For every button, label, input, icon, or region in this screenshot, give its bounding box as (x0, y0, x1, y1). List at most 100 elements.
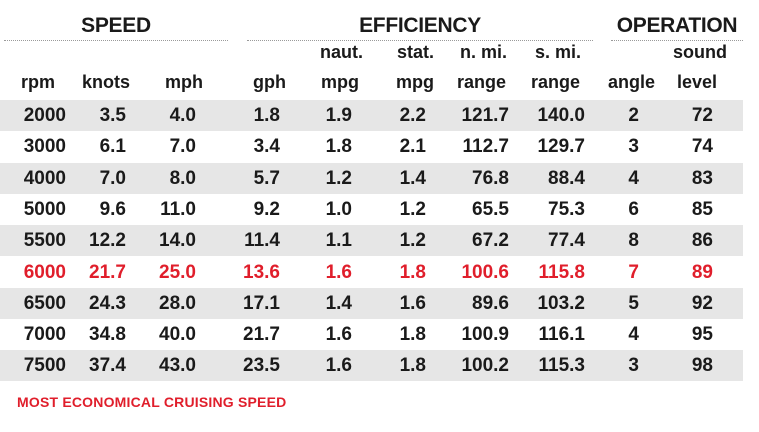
table-row: 3000 6.1 7.0 3.4 1.8 2.1 112.7 129.7 3 74 (0, 131, 743, 162)
cell-stat-mpg: 1.8 (399, 355, 426, 377)
cell-smi-range: 116.1 (538, 324, 586, 346)
cell-mph: 25.0 (159, 261, 196, 283)
group-heading-speed: SPEED (4, 10, 228, 41)
header-stat-mpg-bottom: mpg (396, 72, 434, 92)
cell-nmi-range: 100.2 (461, 355, 509, 377)
cell-angle: 6 (628, 198, 639, 220)
cell-angle: 2 (628, 105, 639, 126)
cell-knots: 24.3 (89, 292, 126, 314)
cell-rpm: 6500 (23, 292, 66, 314)
cell-knots: 37.4 (89, 355, 126, 377)
cell-sound: 95 (691, 324, 713, 346)
cell-naut-mpg: 1.2 (325, 167, 352, 189)
cell-mph: 40.0 (159, 324, 196, 346)
cell-smi-range: 115.3 (538, 355, 586, 377)
cell-knots: 34.8 (89, 324, 126, 346)
cell-rpm: 2000 (23, 105, 66, 126)
cell-mph: 28.0 (159, 292, 196, 314)
cell-stat-mpg: 1.4 (399, 167, 426, 189)
table-row: 4000 7.0 8.0 5.7 1.2 1.4 76.8 88.4 4 83 (0, 162, 743, 194)
cell-naut-mpg: 1.9 (325, 105, 352, 126)
cell-stat-mpg: 1.8 (399, 261, 426, 283)
cell-nmi-range: 121.7 (461, 105, 509, 126)
cell-angle: 4 (628, 324, 639, 346)
cell-naut-mpg: 1.6 (325, 261, 352, 283)
cell-sound: 85 (691, 198, 713, 220)
table-row: 7000 34.8 40.0 21.7 1.6 1.8 100.9 116.1 4 95 (0, 319, 743, 350)
cell-knots: 21.7 (89, 261, 126, 283)
cell-mph: 43.0 (159, 355, 196, 377)
cell-gph: 21.7 (243, 324, 280, 346)
cell-gph: 9.2 (253, 198, 280, 220)
cell-angle: 4 (628, 167, 639, 189)
footnote-most-economical: MOST ECONOMICAL CRUISING SPEED (17, 394, 287, 410)
table-row: 7500 37.4 43.0 23.5 1.6 1.8 100.2 115.3 3 98 (0, 350, 743, 382)
cell-sound: 86 (691, 230, 713, 252)
header-stat-mpg-top: stat. (397, 42, 435, 62)
cell-rpm: 5000 (23, 198, 66, 220)
cell-smi-range: 77.4 (548, 230, 585, 252)
header-smi-range-bottom: range (531, 72, 581, 92)
cell-gph: 13.6 (243, 261, 280, 283)
cell-nmi-range: 67.2 (472, 230, 509, 252)
cell-gph: 17.1 (243, 292, 280, 314)
header-naut-mpg-bottom: mpg (321, 72, 359, 92)
cell-sound: 83 (691, 167, 713, 189)
cell-naut-mpg: 1.8 (325, 136, 352, 158)
cell-rpm: 3000 (23, 136, 66, 158)
table-row: 2000 3.5 4.0 1.8 1.9 2.2 121.7 140.0 2 72 (0, 100, 743, 131)
cell-naut-mpg: 1.4 (325, 292, 352, 314)
cell-knots: 9.6 (99, 198, 126, 220)
cell-rpm: 4000 (23, 167, 66, 189)
header-knots: knots (82, 72, 131, 92)
cell-rpm: 5500 (23, 230, 66, 252)
cell-knots: 7.0 (99, 167, 126, 189)
table-row: 5500 12.2 14.0 11.4 1.1 1.2 67.2 77.4 8 86 (0, 225, 743, 257)
header-angle: angle (608, 72, 656, 92)
cell-knots: 3.5 (99, 105, 126, 126)
header-smi-range-top: s. mi. (535, 42, 582, 62)
cell-naut-mpg: 1.0 (325, 198, 352, 220)
cell-nmi-range: 100.9 (461, 324, 509, 346)
cell-smi-range: 129.7 (537, 136, 585, 158)
cell-gph: 1.8 (253, 105, 280, 126)
header-rpm: rpm (21, 72, 56, 92)
cell-mph: 8.0 (169, 167, 196, 189)
cell-nmi-range: 76.8 (472, 167, 509, 189)
cell-sound: 98 (691, 355, 713, 377)
cell-stat-mpg: 1.8 (399, 324, 426, 346)
cell-gph: 3.4 (253, 136, 280, 158)
cell-rpm: 7500 (23, 355, 66, 377)
cell-gph: 5.7 (253, 167, 280, 189)
cell-stat-mpg: 1.6 (399, 292, 426, 314)
cell-smi-range: 115.8 (538, 261, 586, 283)
cell-knots: 6.1 (99, 136, 126, 158)
cell-sound: 92 (691, 292, 713, 314)
cell-smi-range: 88.4 (548, 167, 585, 189)
cell-angle: 3 (628, 355, 639, 377)
group-label-operation: OPERATION (616, 14, 738, 37)
cell-stat-mpg: 1.2 (399, 198, 426, 220)
cell-angle: 7 (628, 261, 639, 283)
header-nmi-range-bottom: range (457, 72, 507, 92)
cell-stat-mpg: 2.1 (399, 136, 426, 158)
group-heading-efficiency: EFFICIENCY (247, 10, 593, 41)
cell-mph: 4.0 (169, 105, 196, 126)
cell-rpm: 6000 (23, 261, 66, 283)
cell-smi-range: 140.0 (537, 105, 585, 126)
group-label-efficiency: EFFICIENCY (359, 14, 481, 37)
header-sound-bottom: level (677, 72, 718, 92)
cell-stat-mpg: 2.2 (399, 105, 426, 126)
header-naut-mpg-top: naut. (320, 42, 363, 62)
cell-smi-range: 103.2 (537, 292, 585, 314)
table-row: 5000 9.6 11.0 9.2 1.0 1.2 65.5 75.3 6 85 (0, 194, 743, 225)
cell-sound: 74 (691, 136, 713, 158)
cell-naut-mpg: 1.6 (325, 355, 352, 377)
cell-gph: 23.5 (243, 355, 280, 377)
header-gph: gph (253, 72, 286, 92)
cell-angle: 3 (628, 136, 639, 158)
header-nmi-range-top: n. mi. (460, 42, 508, 62)
cell-stat-mpg: 1.2 (399, 230, 426, 252)
cell-nmi-range: 112.7 (462, 136, 510, 158)
cell-naut-mpg: 1.6 (325, 324, 352, 346)
